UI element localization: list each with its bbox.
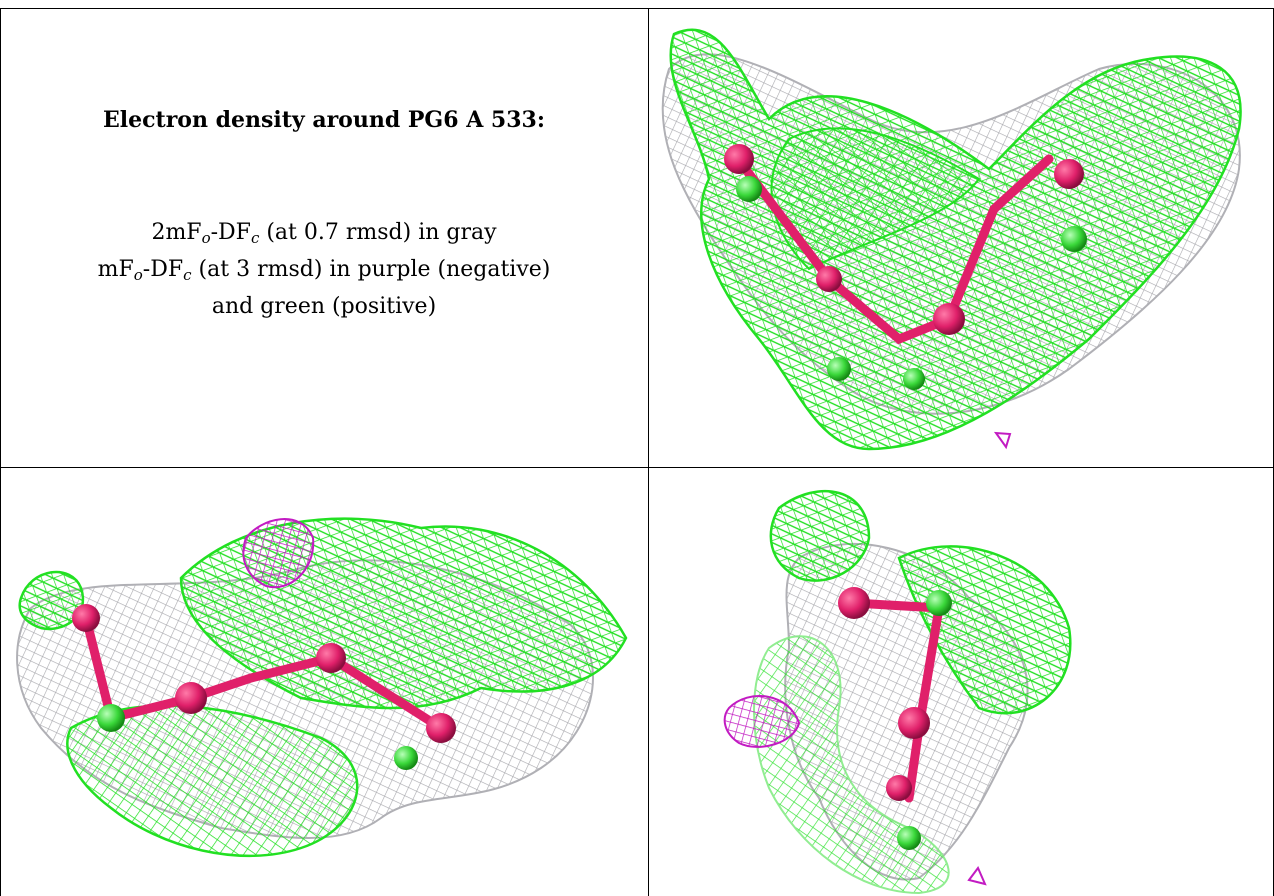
border-middle-vertical [648, 8, 649, 896]
border-left [0, 8, 1, 896]
density-view-top-right [649, 9, 1273, 467]
legend-line-positive: and green (positive) [211, 294, 437, 319]
oxygen-atom [886, 775, 912, 801]
oxygen-atom [933, 303, 965, 335]
carbon-atom [827, 357, 851, 381]
atom-bonds [81, 613, 446, 733]
density-view-bottom-right [649, 468, 1273, 896]
carbon-atom [1061, 226, 1087, 252]
purple-mesh [723, 695, 801, 748]
carbon-atom [736, 176, 762, 202]
oxygen-atom [724, 144, 754, 174]
atom-bonds [739, 154, 1054, 345]
density-image-1 [661, 28, 1242, 451]
green-mesh-cap [769, 489, 871, 582]
carbon-atom [897, 826, 921, 850]
oxygen-atom [175, 682, 207, 714]
oxygen-atom [816, 266, 842, 292]
caption-cell: Electron density around PG6 A 533: 2mFo-… [0, 9, 648, 467]
atom-bonds [849, 598, 945, 803]
oxygen-atom [838, 587, 870, 619]
purple-mesh [993, 431, 1012, 450]
density-view-bottom-left [1, 468, 648, 896]
density-image-2 [16, 517, 628, 858]
legend-line-difference: mFo-DFc (at 3 rmsd) in purple (negative) [97, 257, 551, 284]
border-top [0, 8, 1274, 9]
green-mesh-lower [753, 635, 950, 895]
oxygen-atom [1054, 159, 1084, 189]
carbon-atom [926, 590, 952, 616]
oxygen-atom [316, 643, 346, 673]
density-image-3 [723, 489, 1072, 895]
carbon-atom [903, 368, 925, 390]
carbon-atom [97, 704, 125, 732]
legend-line-gray: 2mFo-DFc (at 0.7 rmsd) in gray [151, 220, 497, 247]
oxygen-atom [898, 707, 930, 739]
oxygen-atom [426, 713, 456, 743]
carbon-atom [394, 746, 418, 770]
purple-mesh [242, 518, 315, 589]
purple-mesh-small [967, 866, 987, 886]
border-middle-horizontal [0, 467, 1274, 468]
caption-legend: 2mFo-DFc (at 0.7 rmsd) in gray mFo-DFc (… [0, 217, 648, 323]
oxygen-atom [72, 604, 100, 632]
green-mesh-lower [66, 704, 359, 858]
caption-title: Electron density around PG6 A 533: [103, 107, 545, 133]
